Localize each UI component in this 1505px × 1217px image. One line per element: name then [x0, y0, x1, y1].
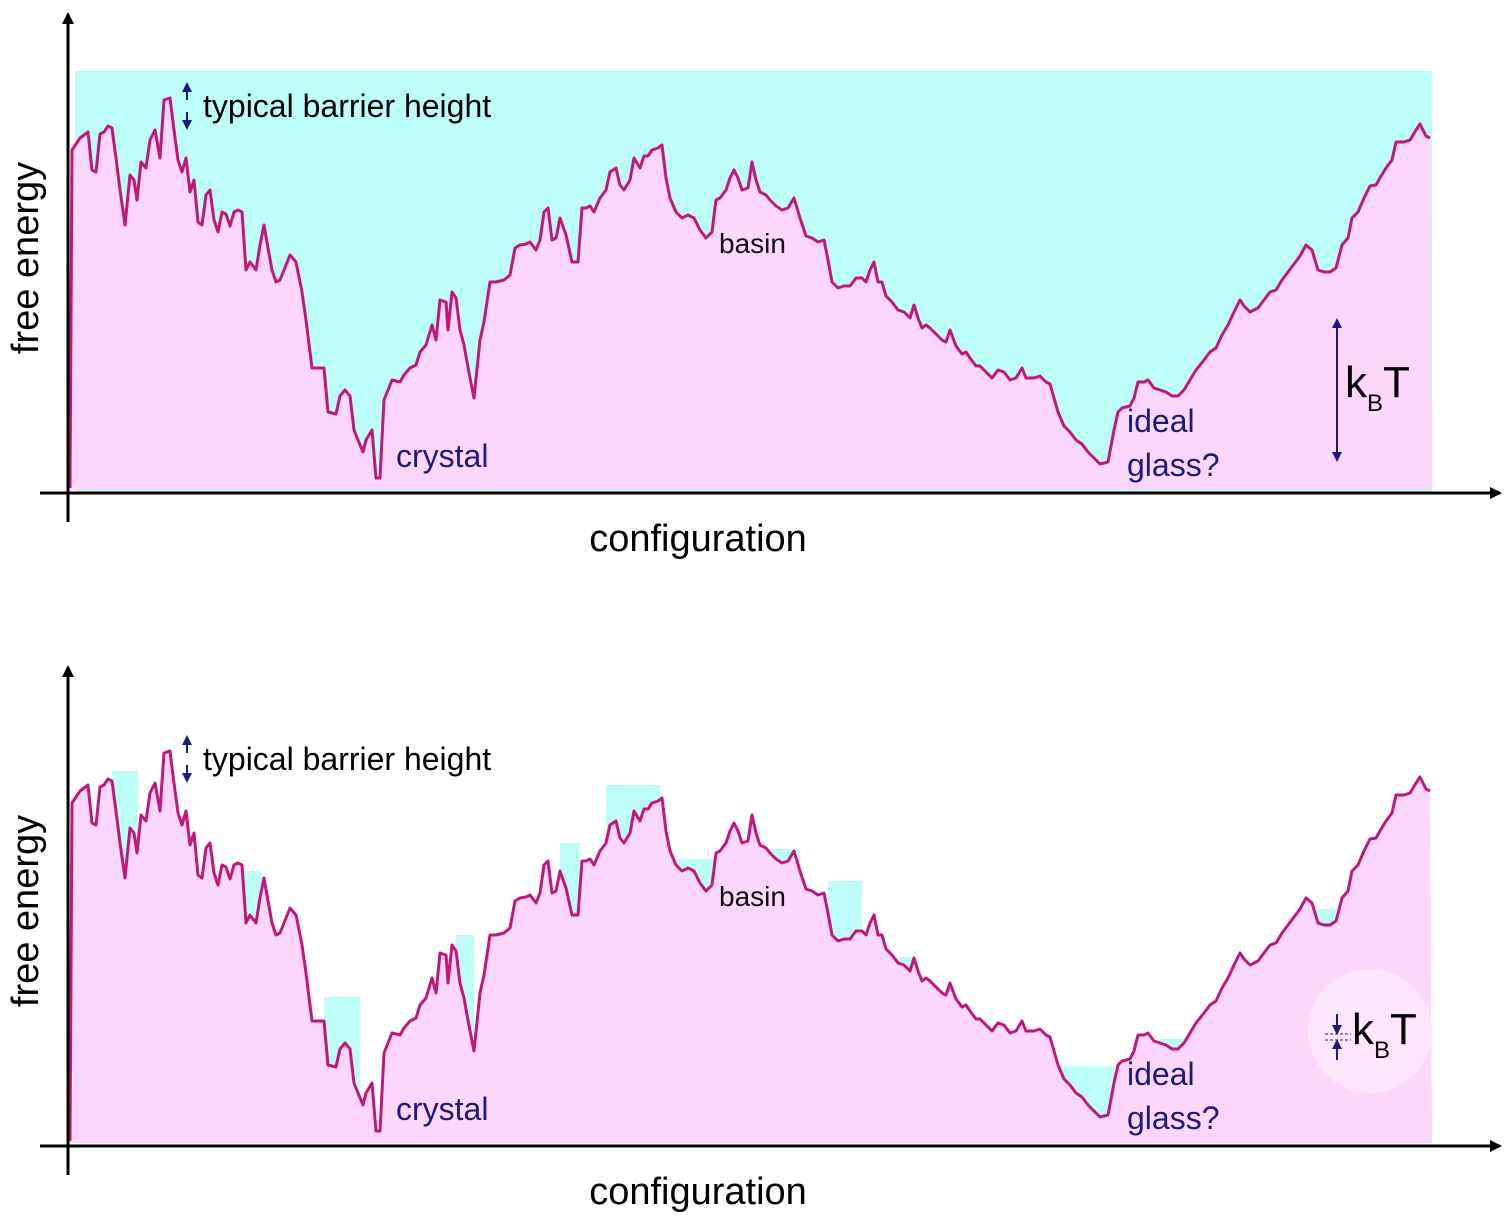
- x-axis-label: configuration: [589, 518, 807, 560]
- panel-bottom: free energy configuration typical barrie…: [5, 665, 1502, 1213]
- landscape-fill: [70, 98, 1432, 490]
- kbt-label: kBT: [1352, 1005, 1417, 1064]
- kbt-highlight-glow: [1308, 969, 1432, 1093]
- kbt-scale-indicator: kBT: [1308, 969, 1432, 1093]
- landscape-fill: [70, 751, 1432, 1143]
- y-axis-label: free energy: [5, 162, 47, 354]
- y-axis-label: free energy: [5, 815, 47, 1007]
- kbt-label: kBT: [1345, 358, 1410, 417]
- basin-label: basin: [719, 881, 786, 912]
- panel-top: free energy configuration typical barrie…: [5, 12, 1502, 560]
- glass-label: glass?: [1127, 1100, 1220, 1136]
- ideal-label: ideal: [1127, 1056, 1195, 1092]
- landscape-curve: [68, 96, 1431, 489]
- kbt-scale-indicator: kBT: [1332, 318, 1410, 462]
- landscape-curve: [68, 749, 1431, 1142]
- barrier-height-label: typical barrier height: [203, 88, 491, 124]
- crystal-label: crystal: [396, 1091, 488, 1127]
- barrier-height-label: typical barrier height: [203, 741, 491, 777]
- ideal-label: ideal: [1127, 403, 1195, 439]
- basin-label: basin: [719, 228, 786, 259]
- crystal-label: crystal: [396, 438, 488, 474]
- x-axis-label: configuration: [589, 1171, 807, 1213]
- glass-label: glass?: [1127, 447, 1220, 483]
